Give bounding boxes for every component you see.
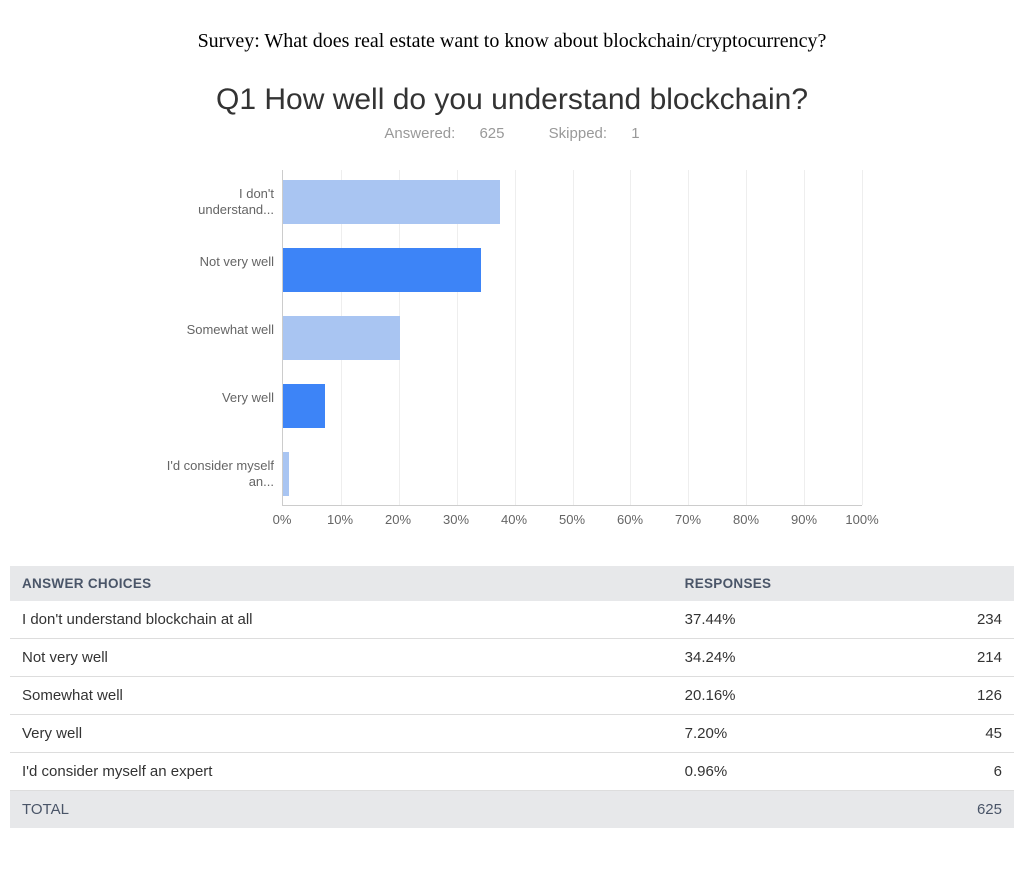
cell-count: 6 <box>843 753 1014 791</box>
cell-choice: I don't understand blockchain at all <box>10 601 673 639</box>
plot-area <box>282 170 862 506</box>
cell-count: 45 <box>843 715 1014 753</box>
gridline <box>804 170 805 505</box>
header-blank <box>843 566 1014 601</box>
cell-percent: 34.24% <box>673 639 844 677</box>
x-tick-label: 70% <box>675 512 701 527</box>
answered-meta: Answered: 625 <box>374 125 518 142</box>
table-row: Somewhat well20.16%126 <box>10 677 1014 715</box>
results-table: ANSWER CHOICES RESPONSES I don't underst… <box>10 566 1014 828</box>
cell-choice: Very well <box>10 715 673 753</box>
survey-page: Survey: What does real estate want to kn… <box>0 0 1024 848</box>
bar-row <box>283 248 481 292</box>
bar <box>283 384 325 428</box>
x-tick-label: 50% <box>559 512 585 527</box>
cell-count: 234 <box>843 601 1014 639</box>
table-header-row: ANSWER CHOICES RESPONSES <box>10 566 1014 601</box>
bar-row <box>283 384 325 428</box>
x-tick-label: 90% <box>791 512 817 527</box>
cell-percent: 20.16% <box>673 677 844 715</box>
skipped-meta: Skipped: 1 <box>539 125 650 142</box>
bar-label: Somewhat well <box>162 322 274 338</box>
table-row: Very well7.20%45 <box>10 715 1014 753</box>
gridline <box>573 170 574 505</box>
response-meta: Answered: 625 Skipped: 1 <box>10 125 1014 142</box>
cell-choice: Not very well <box>10 639 673 677</box>
x-tick-label: 20% <box>385 512 411 527</box>
bar-chart: 0%10%20%30%40%50%60%70%80%90%100% I don'… <box>162 170 862 536</box>
survey-title: Survey: What does real estate want to kn… <box>10 30 1014 53</box>
x-tick-label: 30% <box>443 512 469 527</box>
x-tick-label: 60% <box>617 512 643 527</box>
bar <box>283 316 400 360</box>
table-row: I don't understand blockchain at all37.4… <box>10 601 1014 639</box>
bar-row <box>283 180 500 224</box>
cell-percent: 0.96% <box>673 753 844 791</box>
bar <box>283 248 481 292</box>
cell-count: 214 <box>843 639 1014 677</box>
bar-label: Very well <box>162 390 274 406</box>
x-tick-label: 100% <box>845 512 878 527</box>
bar-row <box>283 452 289 496</box>
cell-choice: I'd consider myself an expert <box>10 753 673 791</box>
skipped-count: 1 <box>631 125 639 142</box>
bar-label: Not very well <box>162 254 274 270</box>
bar-label: I don't understand... <box>162 186 274 219</box>
table-row: I'd consider myself an expert0.96%6 <box>10 753 1014 791</box>
cell-percent: 37.44% <box>673 601 844 639</box>
gridline <box>630 170 631 505</box>
bar-row <box>283 316 400 360</box>
cell-count: 126 <box>843 677 1014 715</box>
gridline <box>688 170 689 505</box>
gridline <box>862 170 863 505</box>
x-tick-label: 10% <box>327 512 353 527</box>
table-total-row: TOTAL 625 <box>10 791 1014 829</box>
bar <box>283 180 500 224</box>
x-tick-label: 0% <box>273 512 292 527</box>
bar <box>283 452 289 496</box>
total-blank <box>673 791 844 829</box>
cell-percent: 7.20% <box>673 715 844 753</box>
answered-count: 625 <box>479 125 504 142</box>
header-responses: RESPONSES <box>673 566 844 601</box>
bar-label: I'd consider myself an... <box>162 458 274 491</box>
gridline <box>746 170 747 505</box>
x-axis: 0%10%20%30%40%50%60%70%80%90%100% <box>282 506 862 536</box>
results-table-wrap: ANSWER CHOICES RESPONSES I don't underst… <box>10 566 1014 828</box>
x-tick-label: 40% <box>501 512 527 527</box>
chart-container: 0%10%20%30%40%50%60%70%80%90%100% I don'… <box>162 170 862 536</box>
total-label: TOTAL <box>10 791 673 829</box>
skipped-label: Skipped: <box>549 125 607 142</box>
header-choices: ANSWER CHOICES <box>10 566 673 601</box>
answered-label: Answered: <box>384 125 455 142</box>
table-row: Not very well34.24%214 <box>10 639 1014 677</box>
total-count: 625 <box>843 791 1014 829</box>
x-tick-label: 80% <box>733 512 759 527</box>
gridline <box>515 170 516 505</box>
question-title: Q1 How well do you understand blockchain… <box>10 83 1014 117</box>
cell-choice: Somewhat well <box>10 677 673 715</box>
